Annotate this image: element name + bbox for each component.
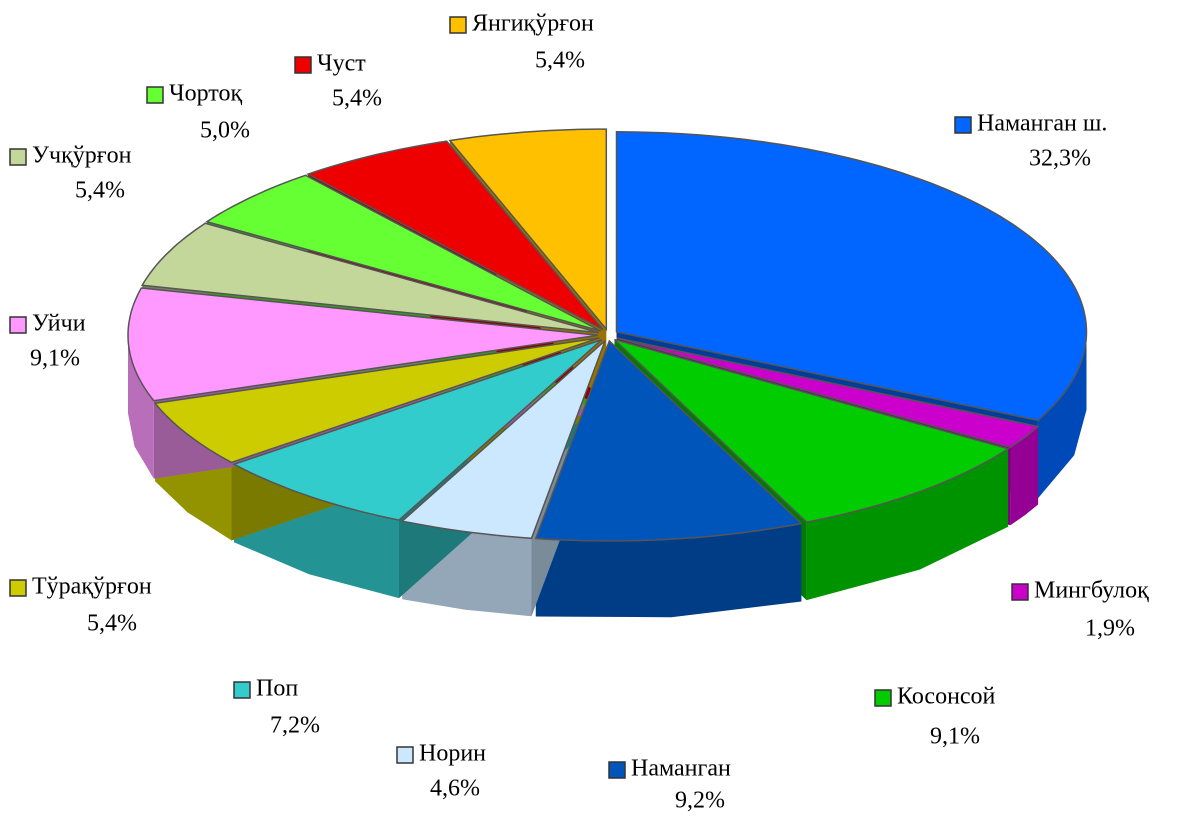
value-label: 5,4% bbox=[332, 86, 382, 112]
category-label: Чуст bbox=[317, 51, 366, 77]
value-label: 9,2% bbox=[675, 788, 725, 814]
legend-key bbox=[954, 116, 972, 134]
value-label: 5,0% bbox=[200, 118, 250, 144]
slice-side-shade bbox=[806, 448, 1009, 601]
slice bbox=[616, 337, 1040, 449]
category-label: Наманган bbox=[631, 756, 731, 782]
category-label: Норин bbox=[419, 741, 486, 767]
category-label: Уйчи bbox=[32, 311, 86, 337]
slice-side bbox=[806, 448, 1009, 601]
category-label: Наманган ш. bbox=[977, 111, 1107, 137]
legend-key bbox=[1011, 583, 1029, 601]
legend-key bbox=[9, 148, 27, 166]
category-label: Чортоқ bbox=[169, 81, 242, 107]
value-label: 5,4% bbox=[535, 48, 585, 74]
legend-key bbox=[233, 681, 251, 699]
slice bbox=[232, 338, 603, 521]
category-label: Учқўрғон bbox=[32, 143, 132, 169]
slice bbox=[400, 340, 606, 540]
value-label: 32,3% bbox=[1029, 146, 1091, 172]
slice bbox=[127, 287, 599, 402]
value-label: 9,1% bbox=[30, 346, 80, 372]
category-label: Тўрақўрғон bbox=[32, 574, 152, 600]
value-label: 9,1% bbox=[930, 724, 980, 750]
category-label: Мингбулоқ bbox=[1034, 578, 1149, 604]
legend-key bbox=[146, 86, 164, 104]
slice bbox=[140, 222, 600, 334]
category-label: Косонсой bbox=[897, 684, 996, 710]
slice-side-shade bbox=[1010, 426, 1039, 526]
legend-key bbox=[9, 316, 27, 334]
slice-side-shade bbox=[128, 335, 154, 479]
legend-key bbox=[396, 746, 414, 764]
slice bbox=[534, 339, 803, 542]
slice-side bbox=[128, 335, 154, 479]
legend-key bbox=[9, 579, 27, 597]
slice bbox=[615, 131, 1088, 422]
value-label: 1,9% bbox=[1085, 616, 1135, 642]
slice-side-shade bbox=[535, 523, 802, 618]
slice bbox=[448, 128, 608, 332]
legend-key bbox=[449, 16, 467, 34]
legend-key bbox=[608, 761, 626, 779]
slice bbox=[613, 338, 1010, 523]
category-label: Янгиқўрғон bbox=[472, 11, 594, 37]
value-label: 5,4% bbox=[75, 178, 125, 204]
slice-side bbox=[1010, 426, 1039, 526]
slice-side bbox=[535, 523, 802, 618]
slice bbox=[205, 174, 601, 332]
legend-key bbox=[874, 689, 892, 707]
value-label: 4,6% bbox=[430, 776, 480, 802]
slice-side bbox=[1037, 331, 1087, 499]
category-label: Поп bbox=[256, 676, 298, 702]
slice bbox=[153, 337, 600, 464]
value-label: 5,4% bbox=[87, 611, 137, 637]
legend-key bbox=[294, 56, 312, 74]
slice-side-shade bbox=[1037, 331, 1087, 499]
slice bbox=[306, 140, 604, 331]
value-label: 7,2% bbox=[270, 713, 320, 739]
